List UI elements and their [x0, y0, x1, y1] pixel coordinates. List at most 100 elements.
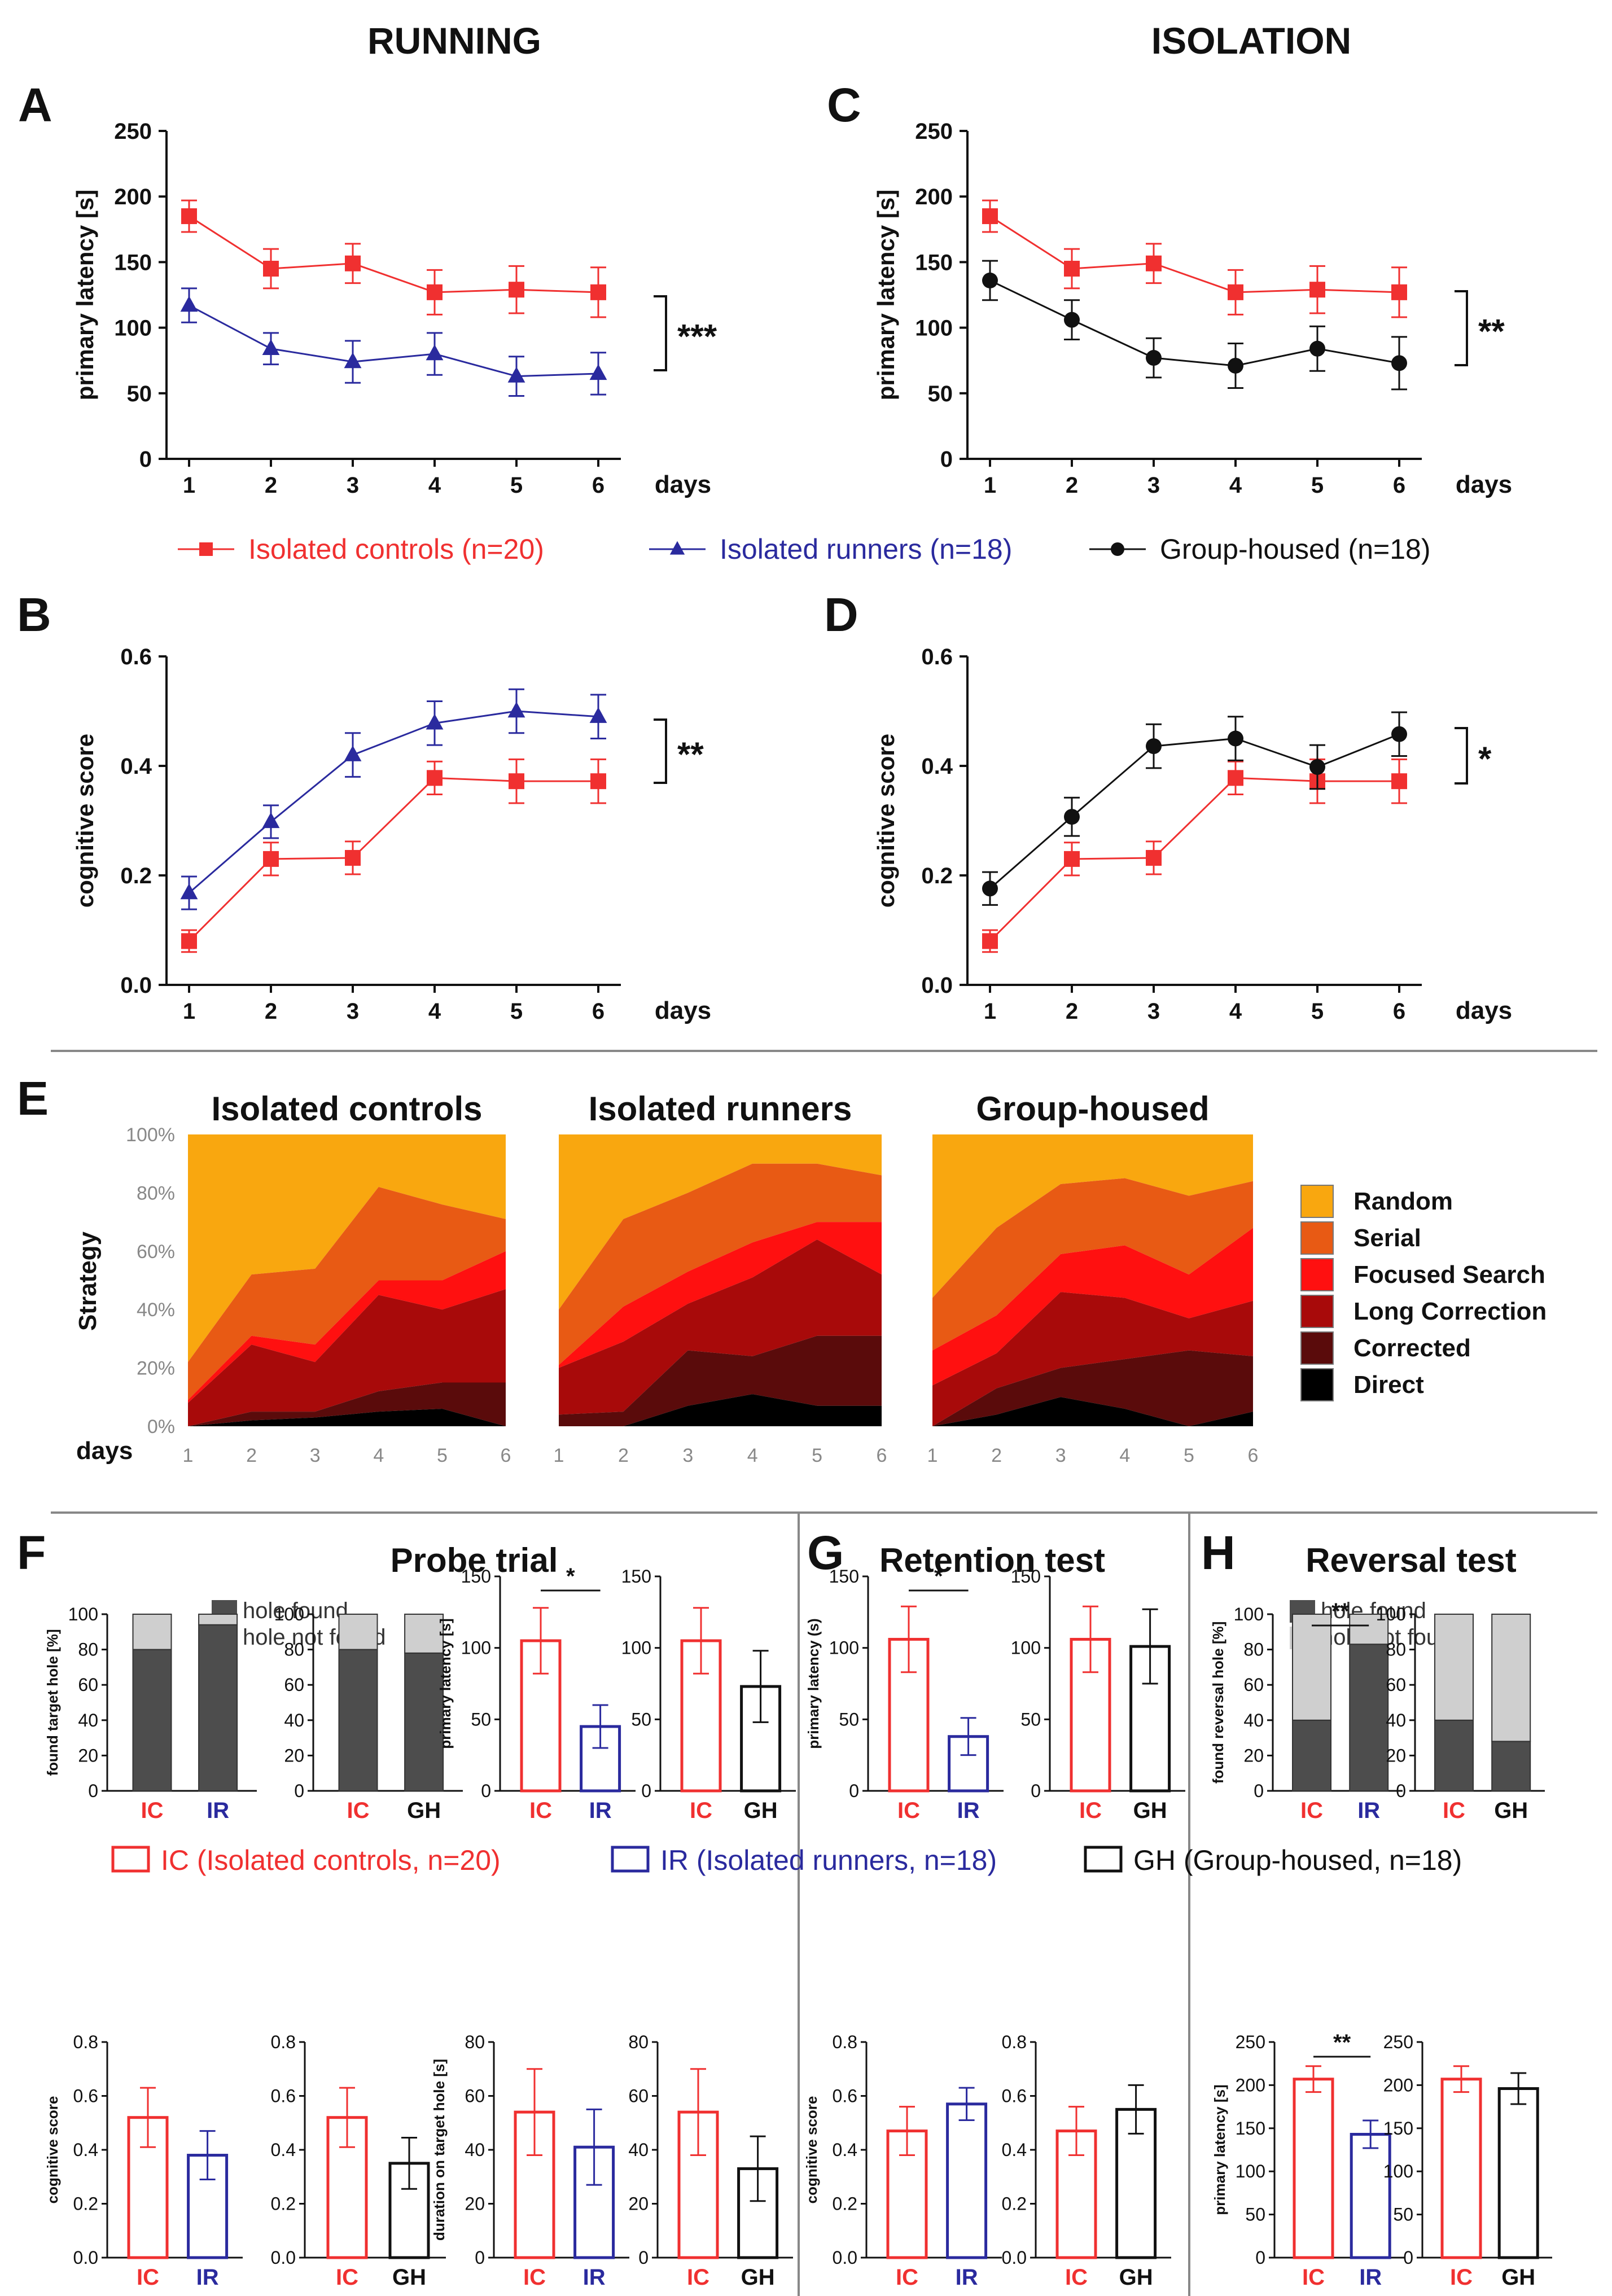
legend-item-gh: Group-housed (n=18)	[1089, 533, 1430, 565]
y-tick-label: 200	[114, 185, 152, 209]
x-tick-label: 4	[1229, 473, 1242, 498]
y-tick-label: 100	[114, 316, 152, 341]
y-tick-label: 0.2	[271, 2194, 296, 2214]
y-tick-label: 60	[1243, 1675, 1264, 1695]
legend-label: Isolated runners (n=18)	[720, 533, 1012, 565]
triangle-marker	[507, 702, 525, 718]
x-tick-label: GH	[1501, 2265, 1535, 2290]
bar-segment-hole-not-found	[404, 1614, 444, 1654]
triangle-marker	[589, 707, 607, 723]
strategy-area-direct	[559, 1394, 882, 1426]
x-tick-label: GH	[392, 2265, 426, 2290]
y-tick-label: 0.6	[1002, 2086, 1027, 2106]
y-tick-label: 40	[465, 2140, 485, 2160]
y-tick-label: 0.8	[833, 2032, 857, 2052]
legend-swatch-gh	[1084, 1846, 1123, 1873]
square-marker	[509, 773, 524, 790]
line-chart-A: 0 50 100 150 200 250 1 2 3 4 5 6 days primary latency…	[72, 119, 717, 498]
bar-segment-hole-found	[132, 1649, 172, 1792]
x-tick-label: IR	[956, 2265, 978, 2290]
strategy-area-serial	[559, 1163, 882, 1365]
y-axis-label: Strategy	[74, 1231, 102, 1331]
y-tick-label: 80	[465, 2032, 485, 2052]
y-axis-label: primary latency [s]	[1211, 2084, 1228, 2215]
y-tick-label: 0.0	[921, 973, 953, 998]
section-title: Retention test	[879, 1541, 1105, 1579]
line-chart-C: 0 50 100 150 200 250 1 2 3 4 5 6 days primary latency…	[873, 119, 1512, 498]
x-tick-label: 3	[1147, 473, 1160, 498]
y-tick-label: 250	[1383, 2032, 1413, 2052]
bar-chart-F4: 0 50 100 150 IC GH	[621, 1566, 796, 1823]
bar-chart-H2: 0 20 40 60 80 100 IC GH	[1376, 1604, 1545, 1823]
y-axis-label: cognitive score	[44, 2096, 61, 2204]
legend-label: Isolated controls (n=20)	[248, 533, 544, 565]
x-axis-label: days	[655, 471, 711, 498]
x-tick-label: IC	[690, 1798, 712, 1823]
strategy-panel-title: Group-housed	[976, 1090, 1209, 1128]
circle-marker	[1228, 730, 1243, 747]
y-tick-label: 50	[1393, 2205, 1413, 2225]
square-marker	[263, 851, 279, 867]
x-tick-label: IC	[897, 1798, 920, 1823]
y-tick-label: 200	[915, 185, 953, 209]
x-tick-label: 1	[984, 999, 996, 1024]
bar-chart-F8: 0 20 40 60 80 IC GH	[628, 2032, 793, 2290]
circle-marker	[1391, 726, 1407, 742]
significance-bracket	[1455, 290, 1468, 366]
significance-stars: ***	[677, 318, 717, 356]
legend-swatch-ir	[611, 1846, 650, 1873]
legend-label: GH (Group-housed, n=18)	[1133, 1844, 1462, 1876]
y-tick-label: 80%	[137, 1182, 175, 1204]
bar-chart-G1: 0 50 100 150 primary latency (s) IC IR *	[805, 1564, 1004, 1823]
y-tick-label: 50	[1245, 2205, 1265, 2225]
strategy-area-corrected	[932, 1350, 1253, 1426]
x-axis-label: days	[655, 997, 711, 1024]
y-tick-label: 100	[68, 1604, 98, 1624]
strategy-area-long-correction	[188, 1289, 506, 1426]
legend-swatch	[1300, 1295, 1334, 1328]
strategy-panel-title: Isolated controls	[211, 1090, 482, 1128]
significance-bracket	[654, 295, 667, 371]
y-tick-label: 250	[1236, 2032, 1265, 2052]
x-tick-label: IR	[1357, 1798, 1380, 1823]
y-tick-label: 0.0	[120, 973, 152, 998]
significance-bracket	[654, 718, 667, 784]
square-marker	[1064, 261, 1080, 277]
square-marker	[509, 282, 524, 298]
strategy-panel: Group-housed 1 2 3 4 5 6	[927, 1090, 1259, 1466]
square-marker	[590, 773, 606, 790]
triangle-marker	[262, 812, 280, 829]
strategy-area-long-correction	[559, 1239, 882, 1415]
significance-stars: *	[934, 1564, 943, 1589]
square-marker	[263, 261, 279, 277]
y-tick-label: 50	[839, 1709, 859, 1729]
legend-label: IR (Isolated runners, n=18)	[660, 1844, 997, 1876]
x-tick-label: GH	[407, 1798, 441, 1823]
y-tick-label: 60	[1386, 1675, 1406, 1695]
strategy-area-serial	[188, 1187, 506, 1400]
bar-segment-hole-not-found	[198, 1614, 238, 1625]
x-axis-label: days	[1456, 471, 1512, 498]
strategy-area-direct	[188, 1408, 506, 1426]
x-tick-label: IR	[957, 1798, 980, 1823]
triangle-marker	[589, 364, 607, 380]
strategy-area-focused-search	[932, 1228, 1253, 1386]
y-tick-label: 20	[628, 2194, 649, 2214]
y-tick-label: 80	[78, 1640, 98, 1660]
y-tick-label: 20	[1243, 1745, 1264, 1765]
circle-marker	[1309, 340, 1325, 357]
x-tick-label: 2	[246, 1445, 257, 1466]
bar-chart-F1: 0 20 40 60 80 100 found target hole [%] IC IR	[44, 1604, 257, 1823]
y-tick-label: 0.4	[833, 2140, 857, 2160]
square-marker	[590, 284, 606, 300]
significance-stars: *	[1478, 740, 1492, 778]
triangle-marker	[344, 745, 362, 761]
header-isolation: ISOLATION	[1151, 20, 1351, 62]
y-tick-label: 0.0	[271, 2247, 296, 2268]
bar-segment-hole-not-found	[1292, 1614, 1331, 1721]
y-tick-label: 80	[1243, 1640, 1264, 1660]
panel-letter-B: B	[17, 588, 51, 641]
x-tick-label: 4	[747, 1445, 758, 1466]
bar-chart-G4: 0.0 0.2 0.4 0.6 0.8 IC GH	[1002, 2032, 1171, 2290]
